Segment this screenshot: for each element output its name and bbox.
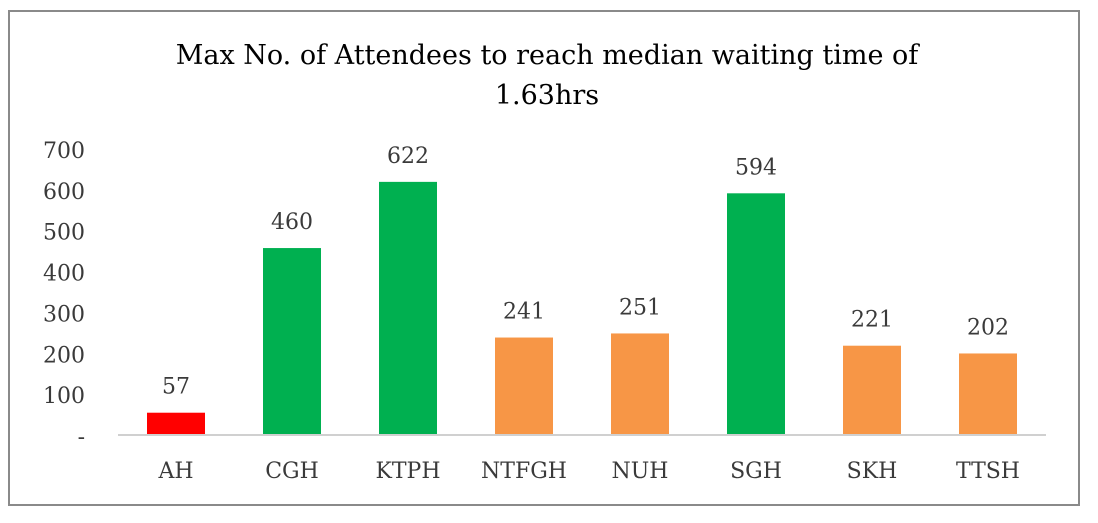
bar-skh [843,345,901,434]
data-label-ttsh: 202 [967,315,1009,340]
bar-nuh [611,333,669,434]
y-tick-label: 600 [43,180,85,205]
data-label-cgh: 460 [271,210,313,235]
x-tick-label-nuh: NUH [612,459,669,484]
data-label-skh: 221 [851,308,893,333]
y-axis: - 100 200 300 400 500 600 700 [43,139,85,450]
y-tick-label: 700 [43,139,85,164]
y-tick-label: 400 [43,262,85,287]
y-tick-label: 300 [43,302,85,327]
x-tick-label-ah: AH [157,459,193,484]
y-tick-label: 500 [43,221,85,246]
data-label-sgh: 594 [735,155,777,180]
bar-sgh [727,193,785,434]
y-tick-label: 200 [43,343,85,368]
bar-ttsh [959,353,1017,434]
bar-ntfgh [495,337,553,434]
data-label-nuh: 251 [619,295,661,320]
bar-ktph [379,181,437,434]
x-tick-label-sgh: SGH [730,459,782,484]
bars [147,181,1017,434]
y-tick-label: - [78,425,85,450]
x-tick-label-ktph: KTPH [375,459,440,484]
x-tick-label-ntfgh: NTFGH [481,459,567,484]
value-labels: 57 460 622 241 251 594 221 202 [162,144,1009,400]
data-label-ktph: 622 [387,144,429,169]
chart-title: Max No. of Attendees to reach median wai… [175,40,919,111]
bar-cgh [263,248,321,434]
x-tick-label-skh: SKH [847,459,898,484]
bar-ah [147,412,205,434]
data-label-ntfgh: 241 [503,300,545,325]
x-axis-labels: AH CGH KTPH NTFGH NUH SGH SKH TTSH [157,459,1020,484]
data-label-ah: 57 [162,375,190,400]
x-tick-label-cgh: CGH [265,459,319,484]
y-tick-label: 100 [43,384,85,409]
x-tick-label-ttsh: TTSH [956,459,1020,484]
